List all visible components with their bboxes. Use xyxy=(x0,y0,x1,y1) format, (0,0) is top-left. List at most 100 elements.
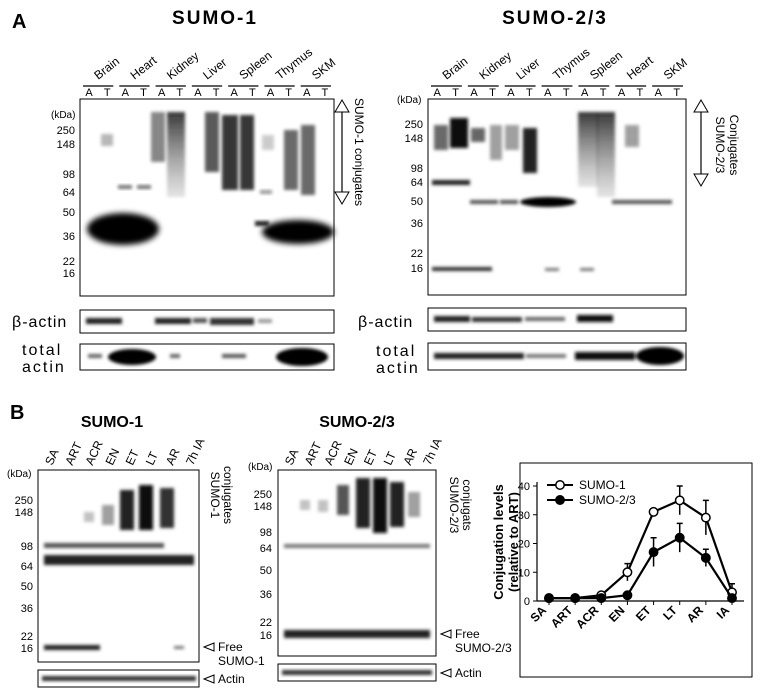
lane-label: T xyxy=(213,87,220,99)
mw-marker: 36 xyxy=(63,231,75,243)
sumo23-label: SUMO-2/3 xyxy=(713,117,727,174)
mw-marker: 64 xyxy=(63,187,75,199)
tissue-label: Brain xyxy=(440,54,471,82)
lane-label: A xyxy=(158,87,166,99)
mw-marker: 16 xyxy=(63,268,75,280)
lane-label: A xyxy=(544,87,552,99)
panel-a-sumo23: SUMO-2/3 Brain Kidney Liver ThymusSpleenHea… xyxy=(358,8,741,377)
conj-label: conjugats xyxy=(460,479,474,530)
lane-label: T xyxy=(176,87,183,99)
sumo1-blot xyxy=(37,469,200,663)
blot-title: SUMO-1 xyxy=(81,414,143,431)
lane-label: A xyxy=(434,87,442,99)
mw-marker: 148 xyxy=(405,133,423,145)
lane-label: A xyxy=(507,87,515,99)
data-point xyxy=(648,547,659,558)
lane-label: ACR xyxy=(82,438,106,467)
tissue-label: Spleen xyxy=(237,48,275,82)
y-tick-label: 30 xyxy=(518,510,530,522)
y-axis-label: (relative to ART) xyxy=(506,492,521,592)
lane-label: T xyxy=(489,87,496,99)
mw-marker: 36 xyxy=(21,603,33,615)
lane-label: EN xyxy=(102,446,122,467)
mw-marker: 98 xyxy=(411,163,423,175)
total-label-1: total xyxy=(22,342,62,359)
mw-marker: 148 xyxy=(254,501,272,513)
kda-label: (kDa) xyxy=(7,469,31,480)
mw-marker: 16 xyxy=(21,643,33,655)
lane-label: A xyxy=(470,87,478,99)
tissue-label: Kidney xyxy=(164,49,202,83)
mw-marker: 250 xyxy=(57,125,75,137)
lane-label: ACR xyxy=(321,438,345,467)
lane-label: ART xyxy=(62,439,85,467)
tissue-label: Thymus xyxy=(550,45,592,82)
lane-label: A xyxy=(618,87,626,99)
lane-label: T xyxy=(637,87,644,99)
free-label: Free xyxy=(218,640,243,654)
lane-label: LT xyxy=(381,449,400,467)
lane-label: 7h IA xyxy=(183,436,208,467)
lane-label: T xyxy=(452,87,459,99)
panel-a-letter: A xyxy=(12,11,26,33)
lane-label: AR xyxy=(400,446,420,467)
mw-marker: 148 xyxy=(57,139,75,151)
tissue-label: Liver xyxy=(513,55,542,82)
lane-label: EN xyxy=(341,446,361,467)
tissue-label: Thymus xyxy=(273,45,315,82)
total-label-2: actin xyxy=(376,360,420,377)
tissue-label: Kidney xyxy=(477,49,515,83)
lane-label: T xyxy=(140,87,147,99)
conjugates-bracket xyxy=(693,99,709,187)
legend-label: SUMO-2/3 xyxy=(579,493,636,507)
mw-marker: 98 xyxy=(260,527,272,539)
data-point xyxy=(674,532,685,543)
kda-label: (kDa) xyxy=(51,110,75,121)
mw-marker: 250 xyxy=(15,495,33,507)
lane-label: A xyxy=(194,87,202,99)
tissue-label: SKM xyxy=(309,55,338,82)
lane-label: A xyxy=(581,87,589,99)
lane-label: ET xyxy=(123,447,142,467)
tissue-label: Heart xyxy=(624,53,656,83)
conj-label: SUMO-2/3 xyxy=(447,477,461,534)
lane-label: T xyxy=(526,87,533,99)
actin-label: Actin xyxy=(218,672,245,686)
data-point xyxy=(727,593,737,604)
legend-marker xyxy=(555,495,565,505)
lane-label: A xyxy=(231,87,239,99)
lane-label: A xyxy=(122,87,130,99)
mw-marker: 36 xyxy=(411,218,423,230)
lane-label: ET xyxy=(361,447,380,467)
y-tick-label: 0 xyxy=(524,596,530,608)
lane-label: 7h IA xyxy=(420,436,445,467)
mw-marker: 16 xyxy=(260,630,272,642)
beta-actin-label: β-actin xyxy=(12,314,67,331)
mw-marker: 50 xyxy=(411,196,423,208)
conjugates-label: Conjugates xyxy=(727,115,741,176)
data-point xyxy=(622,567,633,578)
mw-marker: 98 xyxy=(21,541,33,553)
y-tick-label: 10 xyxy=(518,567,530,579)
lane-label: SA xyxy=(42,447,61,467)
conj-label: SUMO-1 xyxy=(208,472,222,519)
mw-marker: 22 xyxy=(63,256,75,268)
mw-marker: 64 xyxy=(411,177,423,189)
free-label: SUMO-1 xyxy=(218,654,265,668)
lane-label: A xyxy=(655,87,663,99)
mw-marker: 64 xyxy=(21,561,33,573)
mw-marker: 22 xyxy=(411,248,423,260)
lane-label: T xyxy=(285,87,292,99)
y-tick-label: 40 xyxy=(518,481,530,493)
mw-marker: 22 xyxy=(260,617,272,629)
conjugates-bracket xyxy=(334,99,350,205)
sumo1-conjugates-label: SUMO-1 conjugates xyxy=(352,98,366,206)
data-point xyxy=(700,552,711,563)
